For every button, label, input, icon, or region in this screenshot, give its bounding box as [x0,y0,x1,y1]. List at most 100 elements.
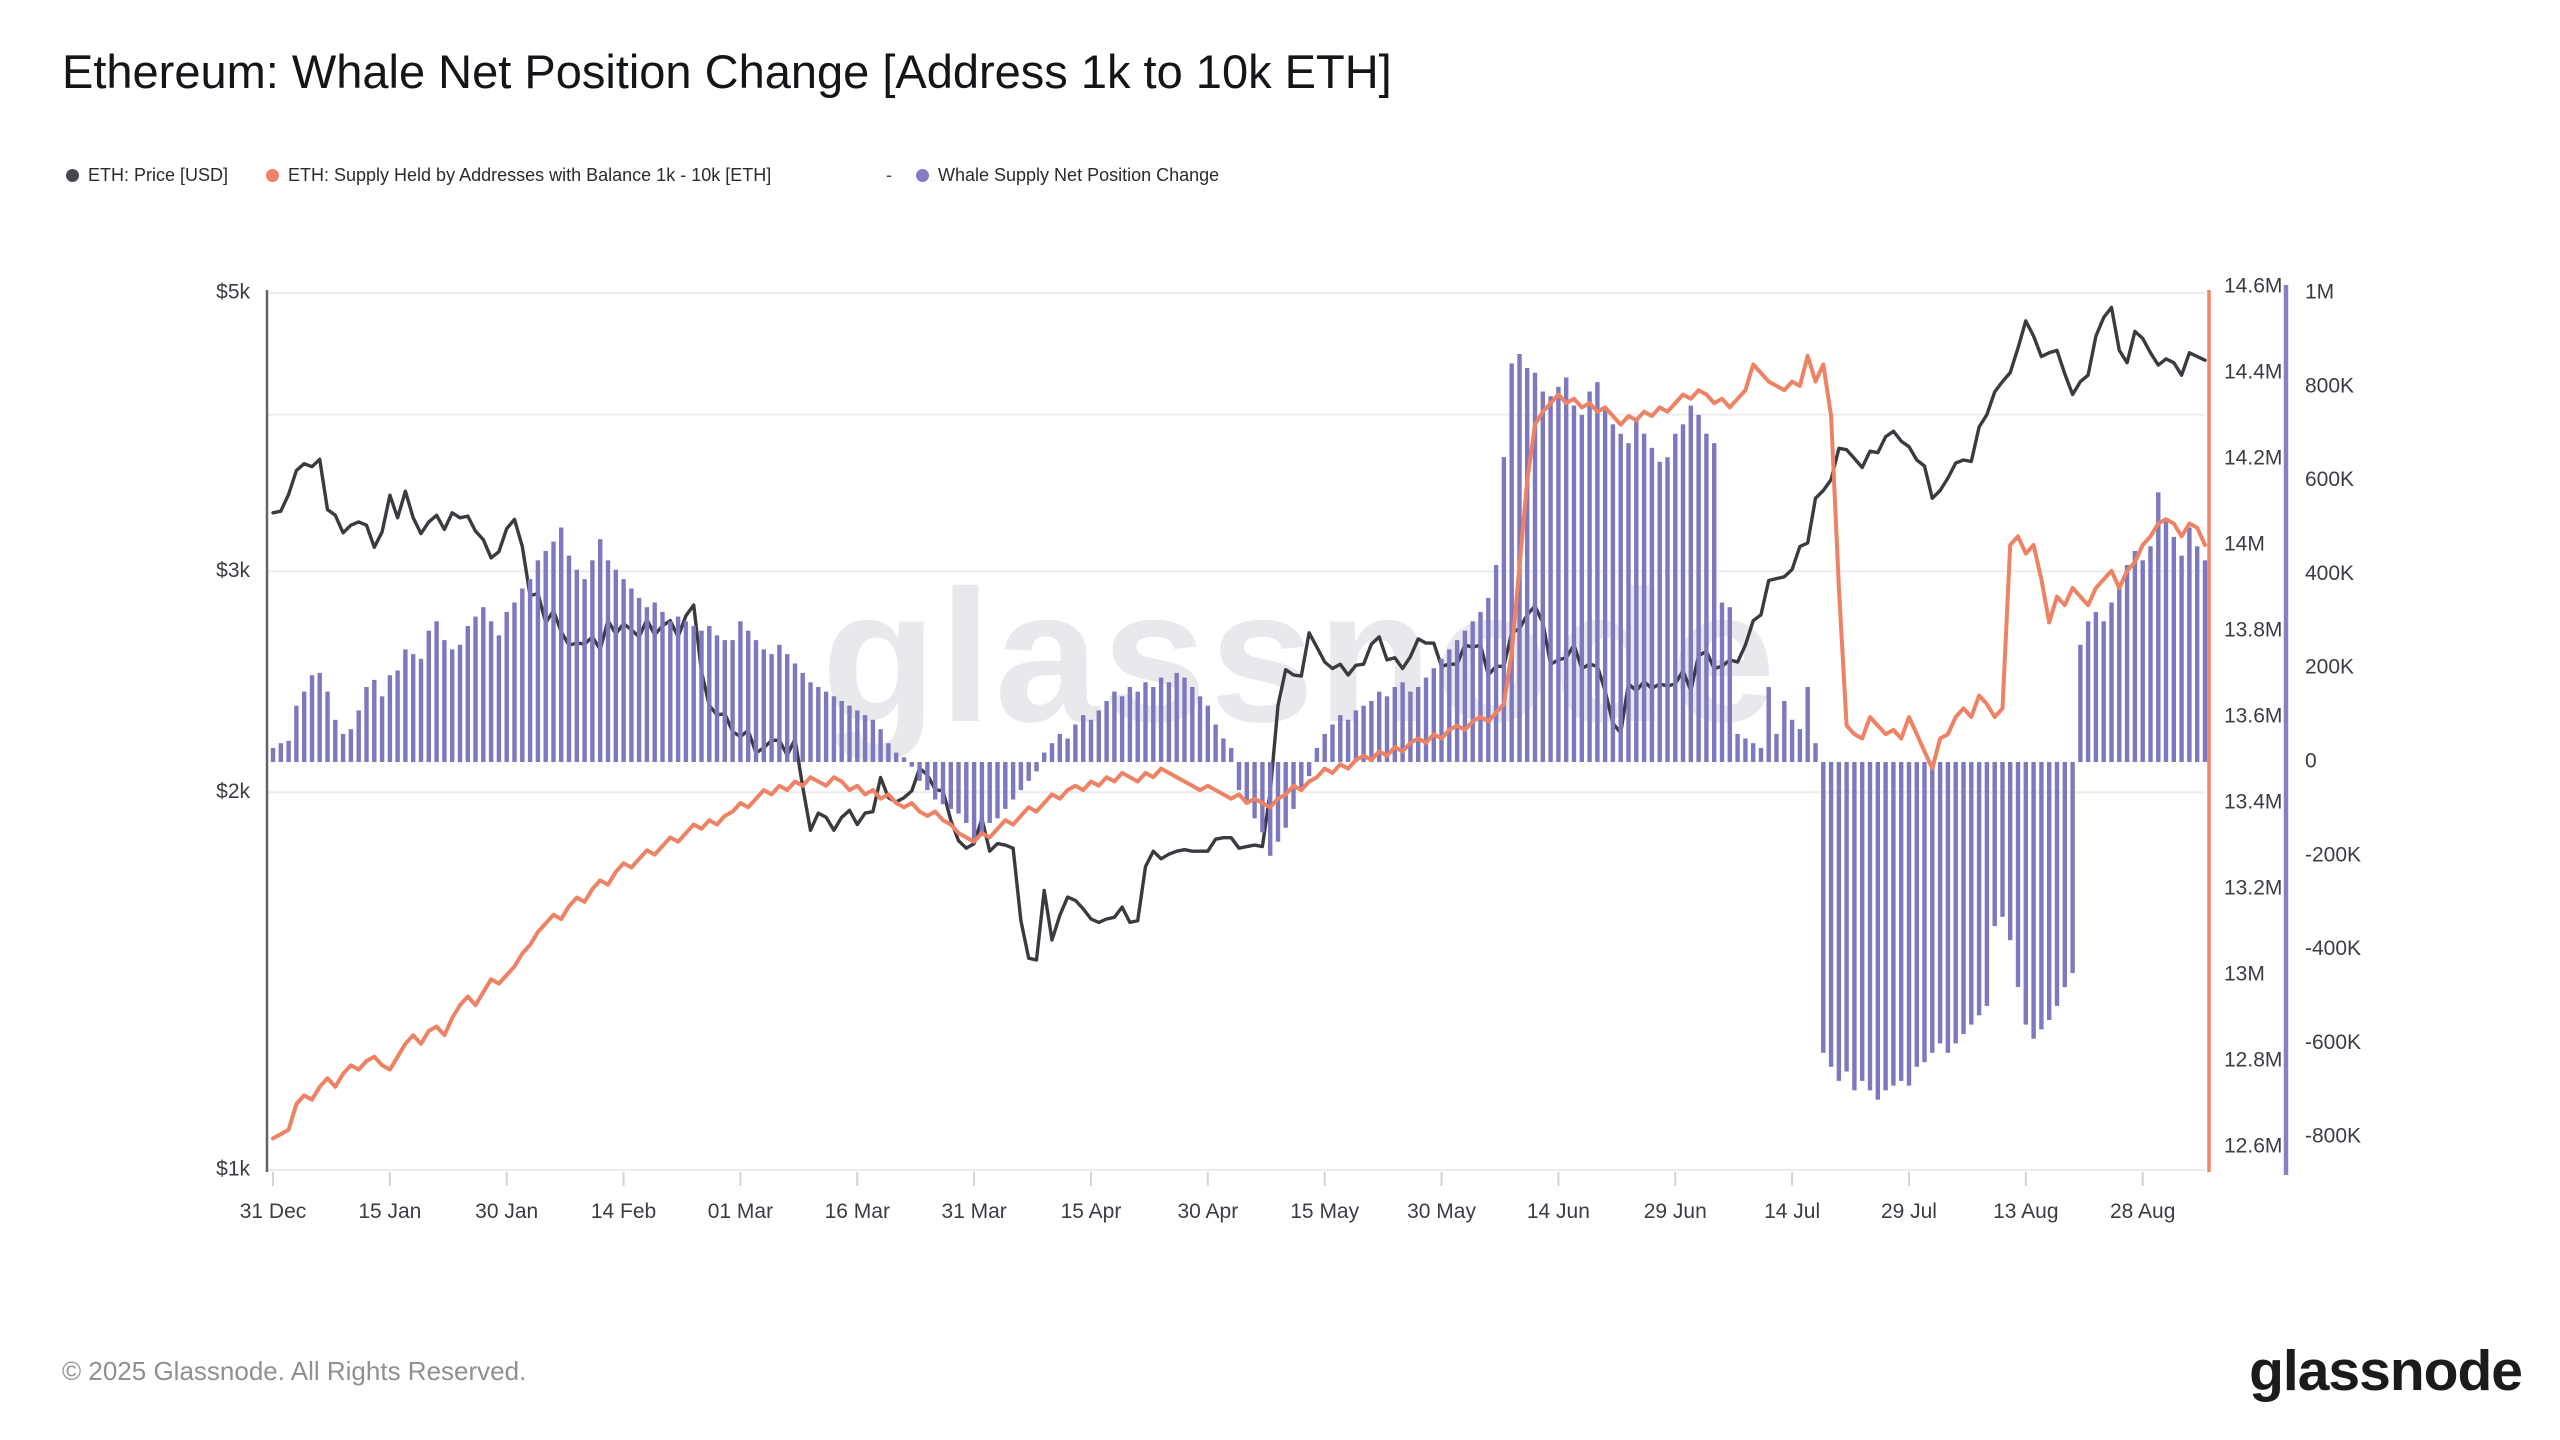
glassnode-logo[interactable]: glassnode [2249,1339,2523,1403]
net-position-bar [1330,724,1335,762]
net-position-bar [1930,762,1935,1053]
net-position-bar [987,762,992,823]
net-position-bar [605,560,611,762]
x-axis-tick-label: 16 Mar [825,1200,890,1223]
net-position-bar [1158,677,1164,762]
net-position-bar [2148,546,2153,762]
x-axis-tick-label: 28 Aug [2110,1200,2175,1223]
net-position-bar [348,729,354,762]
y-axis-net-tick-label: -600K [2305,1031,2361,1054]
net-position-bar [574,569,579,762]
x-axis-tick-label: 15 May [1290,1200,1359,1223]
net-position-bar [979,762,985,833]
net-position-bar [1852,762,1857,1091]
net-position-bar [488,621,494,762]
net-position-bar [1673,433,1678,762]
net-position-bar [1961,762,1966,1034]
x-axis-tick-label: 30 Apr [1177,1200,1238,1223]
net-position-bar [2101,621,2106,762]
legend-item-price[interactable]: ETH: Price [USD] [66,160,228,190]
x-axis-tick-label: 14 Jul [1764,1200,1820,1223]
net-position-bar [1143,682,1148,762]
net-position-bars [270,354,2208,1100]
net-position-bar [527,579,533,762]
net-position-bar [2047,762,2052,1020]
supply-line [271,353,2207,1141]
net-position-bar [1400,682,1405,762]
net-position-bar [1182,677,1187,762]
net-position-bar [1423,677,1429,762]
legend-label: ETH: Supply Held by Addresses with Balan… [288,164,772,185]
legend-item-whale-net-position[interactable]: Whale Supply Net Position Change [916,160,1219,190]
x-axis-tick-label: 29 Jul [1881,1200,1937,1223]
net-position-bar [1174,672,1179,762]
net-position-bar [816,687,821,762]
y-axis-supply-tick-label: 14M [2224,533,2265,556]
net-position-bar [1104,701,1109,762]
y-axis-net-tick-label: 800K [2305,374,2354,397]
net-position-bar [808,682,813,762]
legend-separator: - [886,165,892,185]
net-position-bar [1688,405,1693,762]
net-position-bar [738,621,743,762]
net-position-bar [457,644,463,763]
x-axis-tick-label: 31 Dec [240,1200,307,1223]
y-axis-supply-tick-label: 13.2M [2224,877,2282,900]
net-position-bar [1377,691,1382,762]
net-position-bar [1727,607,1732,762]
net-position-bar [1190,687,1195,762]
net-position-bar [286,740,291,762]
net-position-bar [559,527,564,762]
net-position-bar [387,675,393,762]
y-axis-net-tick-label: -800K [2305,1125,2361,1148]
net-position-bar [434,621,439,762]
net-position-bar [1813,743,1818,762]
net-position-bar [1937,762,1943,1044]
net-position-bar [1875,762,1880,1100]
net-position-bar [1945,762,1951,1053]
net-position-bar [886,743,891,762]
net-position-bar [1236,762,1242,791]
net-position-bar [675,616,681,762]
net-position-bar [496,635,502,762]
net-position-bar [948,762,953,809]
net-position-bar [1034,762,1039,772]
net-position-bar [2000,762,2005,917]
net-position-bar [481,607,486,762]
x-axis-tick-label: 14 Feb [591,1200,656,1223]
y-axis-price-tick-label: $2k [216,780,250,803]
net-position-bar [1306,762,1312,777]
y-axis-supply-tick-label: 13.4M [2224,791,2282,814]
net-position-bar [1049,743,1055,762]
net-position-bar [2195,546,2200,762]
net-position-bar [2054,762,2060,1006]
net-position-bar [1665,457,1670,762]
net-position-bar [1649,447,1655,762]
net-position-bar [1712,443,1717,762]
net-position-bar [1618,433,1623,762]
x-axis-tick-label: 30 May [1407,1200,1476,1223]
net-position-bar [590,560,595,762]
net-position-bar [504,611,509,762]
y-axis-net-tick-label: -200K [2305,843,2361,866]
net-position-bar [1493,565,1499,762]
net-position-bar [1883,762,1888,1091]
net-position-bar [964,762,969,823]
net-position-bar [971,762,977,842]
net-position-bar [909,762,914,767]
net-position-bar [1828,762,1834,1067]
legend: ETH: Price [USD] ETH: Supply Held by Add… [0,160,2560,190]
net-position-bar [333,719,338,762]
net-position-bar [395,670,400,762]
legend-item-supply[interactable]: ETH: Supply Held by Addresses with Balan… [266,160,771,190]
y-axis-supply-tick-label: 14.4M [2224,361,2282,384]
net-position-bar [855,710,860,762]
price-legend-dot-icon [66,168,79,182]
y-axis-supply-tick-label: 13M [2224,963,2265,986]
net-position-bar [1525,368,1530,762]
net-position-bar [1338,715,1343,762]
x-axis-tick-label: 13 Aug [1993,1200,2058,1223]
net-position-bar [847,705,852,762]
